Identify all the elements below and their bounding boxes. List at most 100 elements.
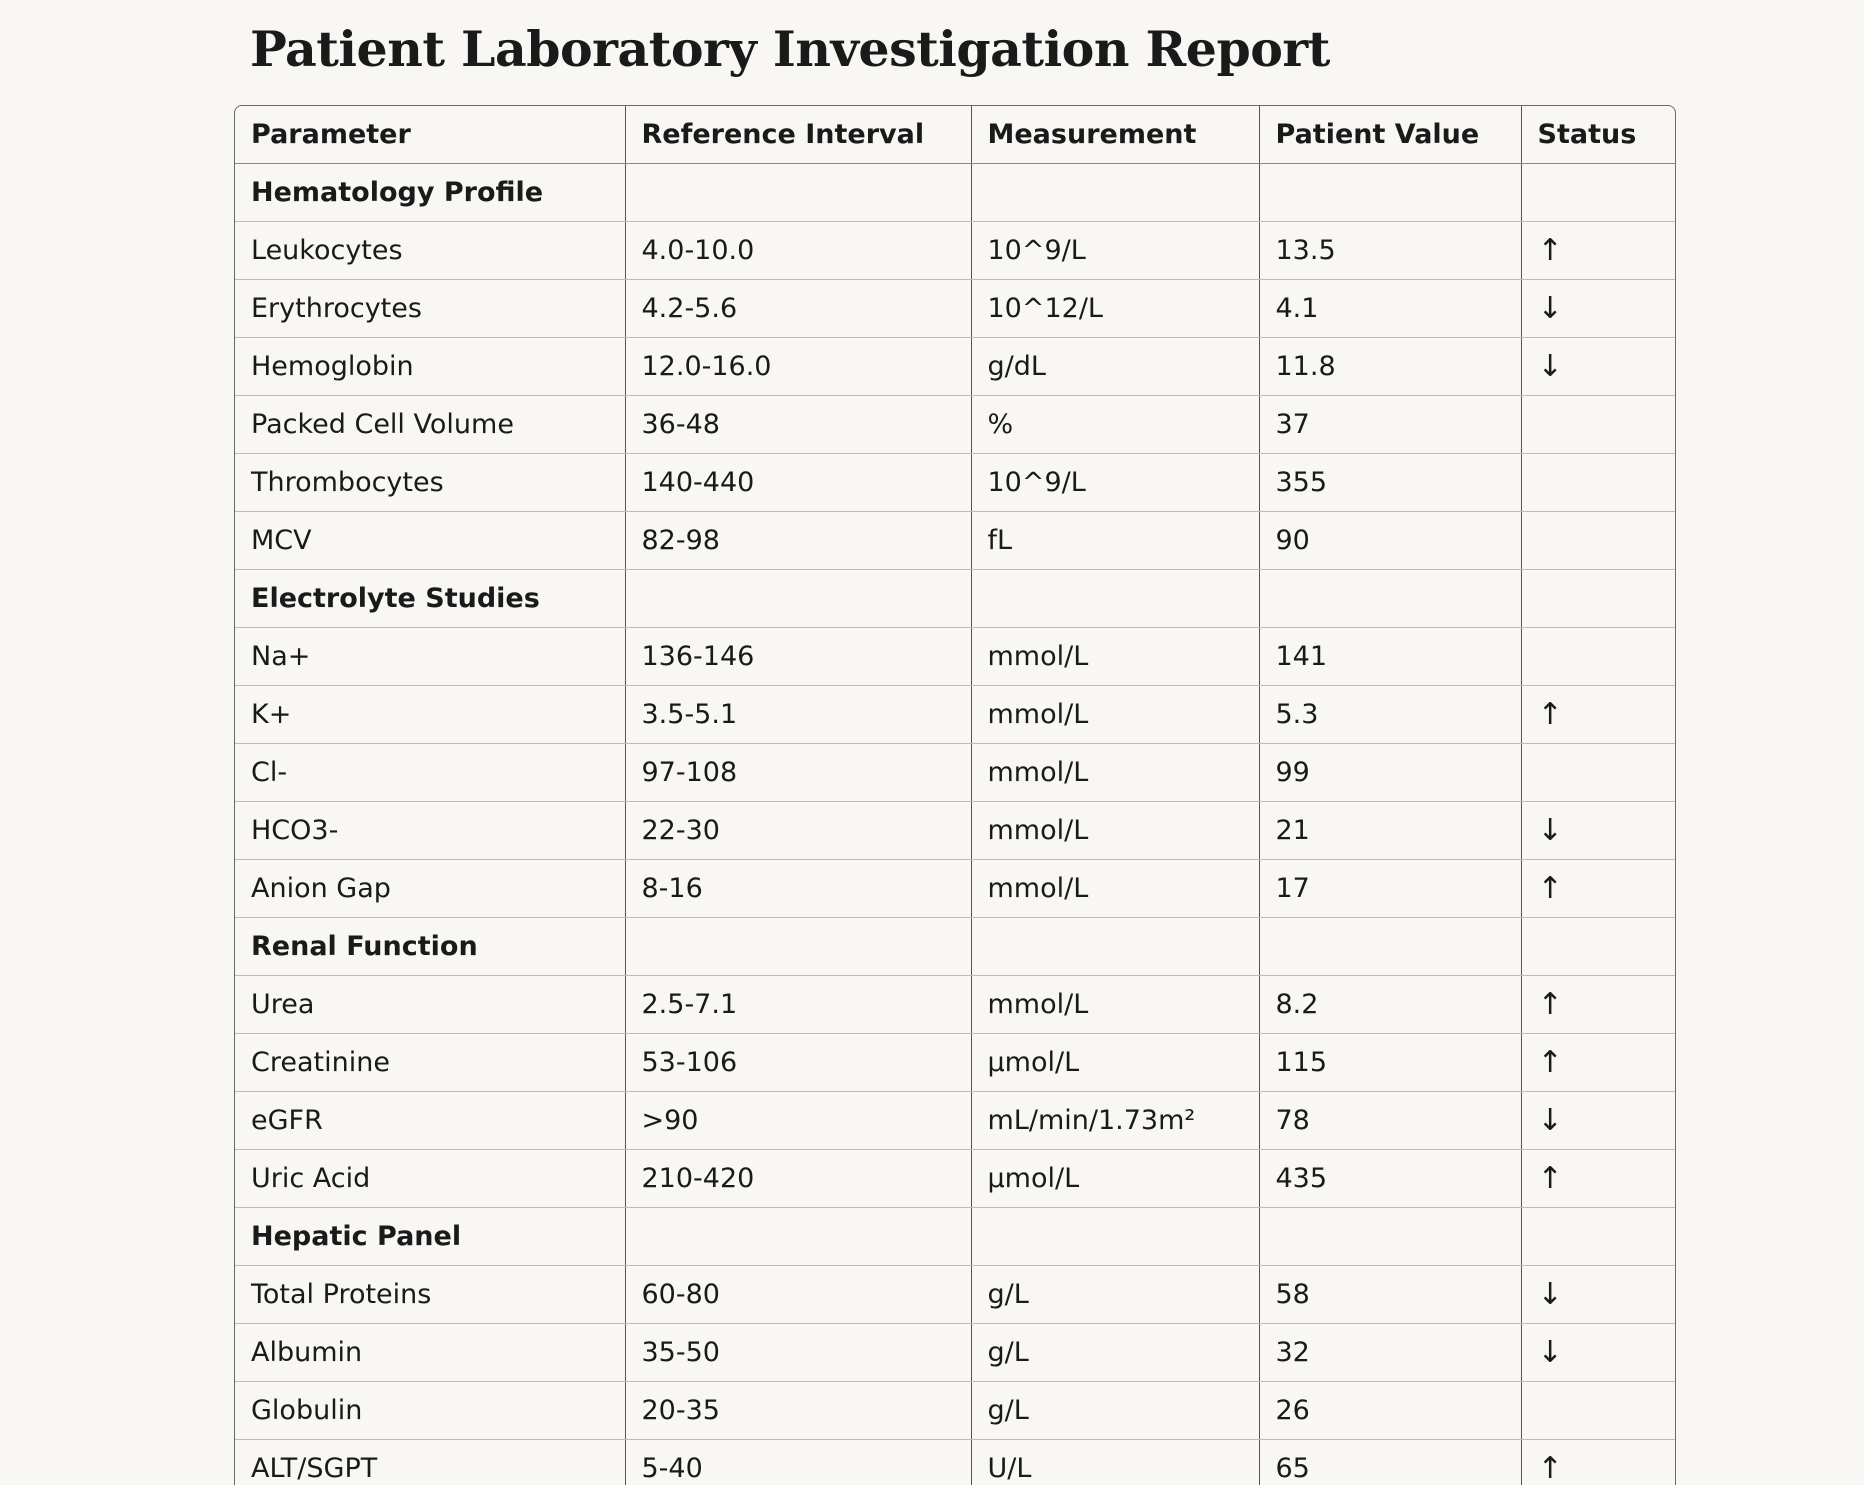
section-title: Hematology Profile (235, 163, 626, 222)
section-header-row: Hematology Profile (235, 163, 1675, 222)
empty-cell (971, 1207, 1260, 1266)
cell-patient-value: 11.8 (1259, 337, 1522, 396)
lab-results-table: Parameter Reference Interval Measurement… (235, 106, 1675, 1485)
cell-patient-value: 58 (1259, 1265, 1522, 1324)
table-row: Leukocytes 4.0-10.0 10^9/L 13.5 ↑ (235, 221, 1675, 280)
empty-cell (1521, 917, 1675, 976)
cell-patient-value: 141 (1259, 627, 1522, 686)
empty-cell (1259, 569, 1522, 628)
cell-reference-interval: 36-48 (625, 395, 972, 454)
cell-measurement-unit: mmol/L (971, 801, 1260, 860)
cell-parameter: Anion Gap (235, 859, 626, 918)
status-low-arrow-icon: ↓ (1521, 1091, 1675, 1150)
cell-reference-interval: >90 (625, 1091, 972, 1150)
cell-patient-value: 37 (1259, 395, 1522, 454)
cell-parameter: Uric Acid (235, 1149, 626, 1208)
cell-parameter: Thrombocytes (235, 453, 626, 512)
section-title: Electrolyte Studies (235, 569, 626, 628)
cell-measurement-unit: g/dL (971, 337, 1260, 396)
cell-reference-interval: 8-16 (625, 859, 972, 918)
cell-patient-value: 435 (1259, 1149, 1522, 1208)
status-high-arrow-icon: ↑ (1521, 1033, 1675, 1092)
cell-reference-interval: 12.0-16.0 (625, 337, 972, 396)
empty-cell (625, 569, 972, 628)
cell-parameter: Urea (235, 975, 626, 1034)
lab-results-table-container: Parameter Reference Interval Measurement… (234, 105, 1676, 1485)
cell-measurement-unit: 10^12/L (971, 279, 1260, 338)
cell-reference-interval: 5-40 (625, 1439, 972, 1485)
cell-reference-interval: 140-440 (625, 453, 972, 512)
table-row: Thrombocytes 140-440 10^9/L 355 (235, 453, 1675, 512)
status-high-arrow-icon: ↑ (1521, 859, 1675, 918)
cell-patient-value: 26 (1259, 1381, 1522, 1440)
status-low-arrow-icon: ↓ (1521, 279, 1675, 338)
cell-measurement-unit: % (971, 395, 1260, 454)
cell-parameter: HCO3- (235, 801, 626, 860)
cell-parameter: K+ (235, 685, 626, 744)
table-row: Hemoglobin 12.0-16.0 g/dL 11.8 ↓ (235, 337, 1675, 396)
cell-patient-value: 8.2 (1259, 975, 1522, 1034)
cell-patient-value: 355 (1259, 453, 1522, 512)
cell-measurement-unit: μmol/L (971, 1149, 1260, 1208)
cell-measurement-unit: mmol/L (971, 743, 1260, 802)
cell-measurement-unit: g/L (971, 1323, 1260, 1382)
cell-status (1521, 627, 1675, 686)
cell-measurement-unit: g/L (971, 1381, 1260, 1440)
table-row: Urea 2.5-7.1 mmol/L 8.2 ↑ (235, 975, 1675, 1034)
column-header-parameter: Parameter (235, 106, 626, 164)
cell-reference-interval: 4.2-5.6 (625, 279, 972, 338)
empty-cell (1521, 1207, 1675, 1266)
cell-reference-interval: 4.0-10.0 (625, 221, 972, 280)
cell-measurement-unit: mmol/L (971, 975, 1260, 1034)
cell-patient-value: 13.5 (1259, 221, 1522, 280)
table-row: Packed Cell Volume 36-48% 37 (235, 395, 1675, 454)
empty-cell (1259, 1207, 1522, 1266)
cell-parameter: Globulin (235, 1381, 626, 1440)
cell-patient-value: 5.3 (1259, 685, 1522, 744)
cell-reference-interval: 97-108 (625, 743, 972, 802)
cell-patient-value: 32 (1259, 1323, 1522, 1382)
empty-cell (1521, 569, 1675, 628)
section-title: Renal Function (235, 917, 626, 976)
cell-status (1521, 511, 1675, 570)
section-title: Hepatic Panel (235, 1207, 626, 1266)
cell-patient-value: 17 (1259, 859, 1522, 918)
cell-reference-interval: 210-420 (625, 1149, 972, 1208)
column-header-patient-value: Patient Value (1259, 106, 1522, 164)
cell-status (1521, 453, 1675, 512)
cell-parameter: MCV (235, 511, 626, 570)
cell-patient-value: 21 (1259, 801, 1522, 860)
status-low-arrow-icon: ↓ (1521, 337, 1675, 396)
table-body: Hematology Profile Leukocytes 4.0-10.0 10^9… (235, 163, 1675, 1485)
cell-reference-interval: 20-35 (625, 1381, 972, 1440)
table-header-row: Parameter Reference Interval Measurement… (235, 106, 1675, 164)
cell-parameter: Creatinine (235, 1033, 626, 1092)
cell-measurement-unit: mmol/L (971, 859, 1260, 918)
cell-patient-value: 99 (1259, 743, 1522, 802)
empty-cell (1259, 917, 1522, 976)
column-header-status: Status (1521, 106, 1675, 164)
table-row: Erythrocytes 4.2-5.6 10^12/L 4.1 ↓ (235, 279, 1675, 338)
cell-reference-interval: 136-146 (625, 627, 972, 686)
cell-patient-value: 90 (1259, 511, 1522, 570)
cell-status (1521, 395, 1675, 454)
empty-cell (971, 569, 1260, 628)
status-high-arrow-icon: ↑ (1521, 1149, 1675, 1208)
cell-parameter: Na+ (235, 627, 626, 686)
cell-status (1521, 1381, 1675, 1440)
empty-cell (1259, 163, 1522, 222)
cell-reference-interval: 82-98 (625, 511, 972, 570)
empty-cell (625, 1207, 972, 1266)
cell-measurement-unit: 10^9/L (971, 221, 1260, 280)
status-low-arrow-icon: ↓ (1521, 801, 1675, 860)
section-header-row: Electrolyte Studies (235, 569, 1675, 628)
cell-patient-value: 65 (1259, 1439, 1522, 1485)
table-row: Uric Acid 210-420 μmol/L 435 ↑ (235, 1149, 1675, 1208)
cell-parameter: Total Proteins (235, 1265, 626, 1324)
cell-reference-interval: 60-80 (625, 1265, 972, 1324)
cell-measurement-unit: μmol/L (971, 1033, 1260, 1092)
table-row: Anion Gap 8-16 mmol/L 17 ↑ (235, 859, 1675, 918)
table-row: Creatinine 53-106 μmol/L 115 ↑ (235, 1033, 1675, 1092)
empty-cell (1521, 163, 1675, 222)
